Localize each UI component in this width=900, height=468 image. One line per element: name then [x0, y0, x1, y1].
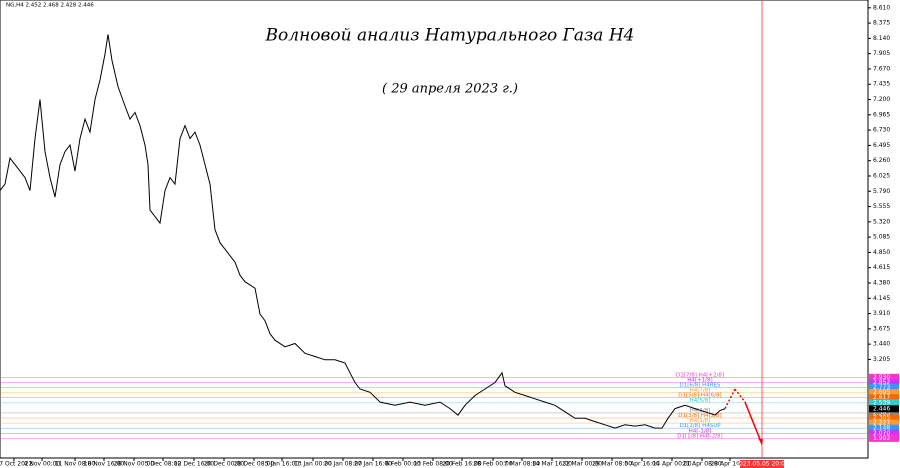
x-tick-label: 28 Apr 16:00 [710, 461, 749, 468]
level-tag [869, 394, 899, 402]
level-label: 2.305 [873, 414, 890, 421]
level-label: 2.070 [873, 430, 890, 437]
y-tick-label: 8.375 [873, 20, 890, 27]
level-tag [869, 409, 899, 417]
level-label: 2.539 [873, 399, 890, 406]
symbol-header: NG,H4 2.452 2.468 2.428 2.446 [6, 3, 94, 9]
level-name: D1[5/8] H4[6/8] [678, 393, 721, 399]
x-tick-label: 21 Apr 08:00 [682, 461, 721, 468]
level-tag [869, 378, 899, 386]
x-tick-label: 4 Nov 00:00 [24, 461, 61, 468]
forecast-arrowhead [758, 438, 763, 445]
y-tick-label: 8.140 [873, 35, 890, 42]
plot-frame [0, 0, 869, 459]
y-tick-label: 8.610 [873, 4, 890, 11]
y-tick-label: 6.260 [873, 157, 890, 164]
y-tick-label: 5.085 [873, 234, 890, 241]
x-tick-label: 13 Feb 08:00 [413, 461, 453, 468]
y-tick-label: 3.205 [873, 356, 890, 363]
y-tick-label: 7.435 [873, 81, 890, 88]
level-label: 2.773 [873, 384, 890, 391]
level-label: 2.930 [873, 374, 890, 381]
price-line [0, 34, 726, 429]
level-tag [869, 373, 899, 381]
level-tag [869, 434, 899, 442]
level-name: D1[3/8] H4[2/8] [678, 413, 721, 419]
y-tick-label: 3.675 [873, 325, 890, 332]
x-tick-label: 18 Nov 16:00 [84, 461, 125, 468]
level-label: 1.992 [873, 435, 890, 442]
y-tick-label: 7.905 [873, 50, 890, 57]
level-label: 2.852 [873, 379, 890, 386]
level-name: D1[6/8] H4RES [679, 383, 721, 389]
level-name: D1[2/8] H4SUP [679, 423, 721, 429]
y-tick-label: 6.025 [873, 172, 890, 179]
y-tick-label: 4.615 [873, 264, 890, 271]
chart-title: Волновой анализ Натурального Газа H4 [265, 26, 635, 46]
level-tag [869, 419, 899, 427]
x-tick-label: 29 Mar 08:00 [592, 461, 632, 468]
y-tick-label: 6.965 [873, 111, 890, 118]
level-label: 2.227 [873, 420, 890, 427]
level-tag [869, 429, 899, 437]
forecast-segment [744, 401, 763, 445]
level-label: 2.383 [873, 409, 890, 416]
x-tick-label: 5 Jan 16:00 [265, 461, 299, 468]
y-tick-label: 7.670 [873, 65, 890, 72]
y-tick-label: 5.790 [873, 188, 890, 195]
y-tick-label: 6.495 [873, 142, 890, 149]
x-tick-label: 5 Apr 16:00 [624, 461, 659, 468]
level-tag [869, 414, 899, 422]
x-tick-label: 27 Jan 16:00 [354, 461, 392, 468]
level-tag [869, 389, 899, 397]
y-tick-label: 6.730 [873, 127, 890, 134]
level-name: H4[5/8] [690, 398, 711, 404]
x-tick-label: 27 Oct 2022 [0, 461, 33, 468]
forecast-segment [734, 388, 746, 403]
x-tick-label: 5 Dec 08:00 [145, 461, 182, 468]
y-tick-label: 3.910 [873, 310, 890, 317]
x-tick-label: 14 Mar 16:00 [532, 461, 572, 468]
x-tick-label: 11 Nov 08:00 [55, 461, 96, 468]
x-tick-label: 20 Jan 08:00 [324, 461, 362, 468]
y-tick-label: 5.555 [873, 203, 890, 210]
level-name: D1[1/8] H4[-2/8] [677, 433, 722, 439]
x-tick-label: 7 Mar 08:00 [504, 461, 540, 468]
current-price-label: 2.446 [873, 405, 890, 412]
level-name: D1[7/8] H4[+2/8] [676, 372, 724, 378]
level-tag [869, 384, 899, 392]
x-tick-label: 13 Jan 00:00 [294, 461, 332, 468]
x-tick-label: 20 Dec 00:00 [204, 461, 245, 468]
x-tick-label: 12 Dec 16:00 [174, 461, 215, 468]
y-tick-label: 7.200 [873, 96, 890, 103]
level-name: H4[7/8] [690, 388, 711, 394]
x-tick-label: 28 Feb 00:00 [473, 461, 513, 468]
chart-subtitle: ( 29 апреля 2023 г.) [382, 82, 518, 97]
time-marker-label: 2023.05.05 20:00 [735, 461, 789, 468]
x-tick-label: 14 Apr 00:00 [652, 461, 691, 468]
x-tick-label: 6 Feb 00:00 [385, 461, 421, 468]
current-price-tag [869, 405, 899, 413]
y-tick-label: 3.440 [873, 341, 890, 348]
level-label: 2.695 [873, 389, 890, 396]
level-tag [869, 424, 899, 432]
y-tick-label: 4.380 [873, 279, 890, 286]
y-tick-label: 5.320 [873, 218, 890, 225]
level-name: H4[+1/8] [687, 377, 712, 383]
y-tick-label: 4.850 [873, 249, 890, 256]
level-name: H4[-1/8] [689, 428, 712, 434]
level-name: H4[1/8] [690, 418, 711, 424]
level-name: H4[3/8] [690, 408, 711, 414]
x-tick-label: 28 Nov 00:00 [114, 461, 155, 468]
x-tick-label: 22 Mar 00:00 [562, 461, 602, 468]
y-tick-label: 4.145 [873, 295, 890, 302]
x-tick-label: 20 Feb 16:00 [442, 461, 482, 468]
level-label: 2.148 [873, 425, 890, 432]
time-marker-tag [740, 460, 784, 468]
level-label: 2.617 [873, 394, 890, 401]
level-tag [869, 399, 899, 407]
x-tick-label: 28 Dec 08:00 [234, 461, 275, 468]
